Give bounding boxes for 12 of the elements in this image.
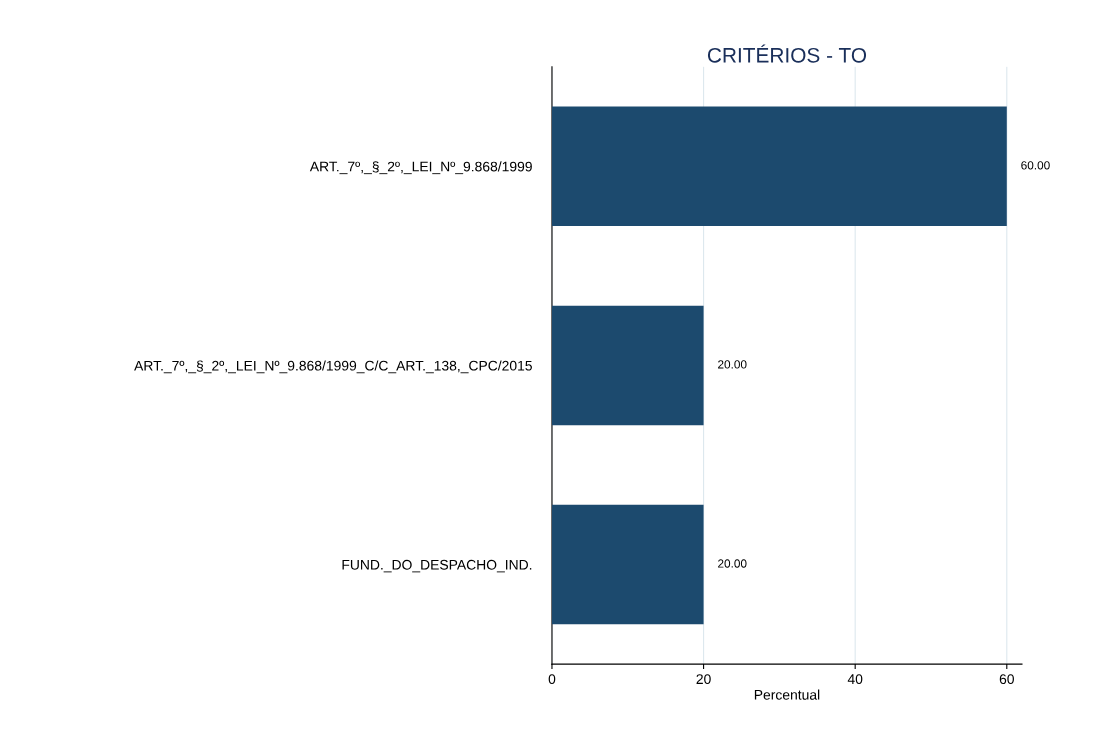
y-tick-label: ART._7º,_§_2º,_LEI_Nº_9.868/1999_C/C_ART._138,_CPC/2015	[134, 360, 532, 374]
x-axis-title: Percentual	[754, 689, 820, 700]
data-label: 20.00	[718, 559, 747, 568]
y-tick-label: FUND._DO_DESPACHO_IND.	[342, 559, 532, 573]
x-tick-label: 20	[696, 674, 711, 685]
x-tick-label: 0	[548, 674, 556, 685]
chart-title: CRITÉRIOS - TO	[707, 44, 867, 63]
data-label: 20.00	[718, 360, 747, 369]
y-tick-label: ART._7º,_§_2º,_LEI_Nº_9.868/1999	[309, 161, 532, 175]
x-tick-label: 40	[847, 674, 863, 685]
data-label: 60.00	[1021, 161, 1050, 170]
x-tick-label: 60	[999, 674, 1014, 685]
